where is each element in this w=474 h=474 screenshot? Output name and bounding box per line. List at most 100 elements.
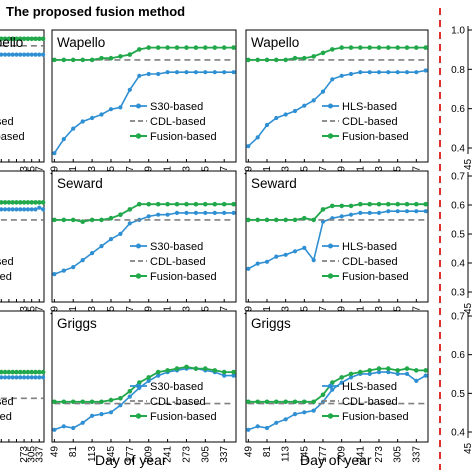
- panel-1-2-series-1-point: [99, 112, 104, 117]
- panel-3-2-series-3-point: [61, 399, 67, 405]
- panel-2-2-series-3-point: [212, 201, 218, 207]
- panel-3-3-legend-label-2: CDL-based: [342, 396, 398, 408]
- panel-3-3-frame: [245, 310, 429, 443]
- panel-2-1-series-1-point: [0, 207, 4, 212]
- panel-2-3-series-1-point: [246, 266, 251, 271]
- panel-3-3-series-1-point: [283, 417, 288, 422]
- panel-2-2-series-1-point: [174, 210, 180, 215]
- panel-1-3-series-1-point: [264, 122, 270, 128]
- panel-1-2-series-3-point: [127, 52, 133, 57]
- panel-3-2-series-3-point: [193, 366, 199, 371]
- panel-3-2-series-3-point: [174, 366, 180, 371]
- panel-3-1-series-1-point: [33, 375, 38, 380]
- panel-1-3-series-3-point: [404, 45, 410, 50]
- panel-1-2-series-1-point: [193, 70, 198, 75]
- panel-2-1-series-3-point: [10, 200, 15, 205]
- figure-title: The proposed fusion method: [6, 4, 186, 19]
- panel-3-3-series-3-point: [414, 368, 419, 373]
- panel-1-1-legend-label-2: CDL-based: [0, 116, 14, 128]
- panel-2-3-series-3-point: [404, 201, 410, 207]
- panel-1-2-series-3-point: [70, 57, 76, 63]
- panel-3-3-series-1-point: [311, 408, 316, 413]
- panel-2-3-series-3-point: [395, 201, 401, 207]
- panel-1-2-legend-marker-3: [135, 133, 142, 139]
- panel-1-2-series-1-point: [90, 115, 95, 121]
- panel-2-3-series-1-point: [414, 209, 419, 214]
- panel-2-2-series-3-point: [70, 217, 76, 223]
- panel-2-3-legend-label-3: Fusion-based: [342, 271, 409, 283]
- panel-2-3-series-1-point: [339, 214, 344, 219]
- panel-3-2-xtick-label: 177: [125, 446, 136, 463]
- panel-2-3-series-3-point: [274, 217, 279, 223]
- panel-1-3-series-1-point: [292, 108, 298, 114]
- panel-3-3-county-label: Griggs: [251, 316, 291, 331]
- panel-3-1-series-3-point: [37, 369, 42, 375]
- panel-3-2-frame: [51, 310, 237, 443]
- panel-1-3-series-1-point: [311, 98, 316, 103]
- panel-1-1-series-1-point: [41, 52, 46, 57]
- panel-1-1-series-3-point: [6, 36, 12, 42]
- right-axis-2-tick-label: 0.7: [451, 172, 465, 183]
- panel-3-3-series-3-point: [348, 371, 354, 377]
- panel-1-3-frame: [245, 29, 429, 163]
- right-axis-3-xtick-fragment: 45: [463, 442, 474, 454]
- panel-3-3-series-3-point: [302, 399, 307, 405]
- panel-1-2-series-1-point: [127, 87, 132, 92]
- panel-1-3-series-3-point: [348, 45, 354, 50]
- panel-2-2-series-1-point: [118, 231, 123, 236]
- panel-1-2-series-3-point: [99, 55, 104, 61]
- panel-3-2-xtick-label: 305: [200, 446, 211, 463]
- panel-2-3-legend-label-1: HLS-based: [342, 241, 397, 253]
- x-axis-label-hls: Day of year: [300, 452, 372, 468]
- panel-2-3-series-1-point: [348, 212, 354, 217]
- panel-1-3-series-3-point: [311, 54, 317, 59]
- panel-3-2-series-1-point: [156, 373, 161, 378]
- panel-2-3-county-label: Seward: [251, 176, 297, 191]
- panel-1-3-series-3-point: [255, 57, 260, 63]
- panel-3-1-series-1-point: [18, 375, 23, 380]
- panel-3-2-legend-marker-3: [135, 413, 142, 419]
- panel-2-1-legend-label-2: CDL-based: [0, 256, 14, 268]
- panel-2-1-series-3-point: [6, 200, 12, 205]
- panel-1-1-series-1-point: [10, 52, 15, 57]
- panel-1-1-series-1-point: [25, 52, 30, 57]
- panel-2-3-series-1-point: [264, 259, 270, 264]
- right-axis-2-tick-label: 0.6: [451, 201, 465, 212]
- panel-2-3-series-1-point: [283, 252, 288, 257]
- panel-3-2-series-3-point: [52, 399, 57, 405]
- panel-2-3-series-3-point: [292, 217, 298, 223]
- panel-3-2-xtick-label: 81: [68, 446, 79, 458]
- panel-1-2-series-1-point: [108, 107, 114, 112]
- panel-1-1-frame: [0, 29, 45, 163]
- panel-1-3-series-3-point: [274, 57, 279, 63]
- panel-1-3-series-1-point: [330, 77, 335, 82]
- panel-3-1-series-3-point: [21, 369, 27, 375]
- panel-2-2-series-3-point: [61, 217, 67, 223]
- panel-2-1-series-3-point: [2, 200, 8, 205]
- panel-2-3-series-1-point: [367, 210, 372, 215]
- panel-2-2-series-1-point: [212, 210, 217, 215]
- panel-2-3-series-3-point: [358, 201, 363, 207]
- panel-1-3-series-3-point: [395, 45, 401, 50]
- panel-3-2-series-1-point: [71, 425, 76, 431]
- right-axis-1-tick-label: 1.0: [451, 26, 465, 37]
- panel-2-3-series-3-point: [386, 201, 391, 207]
- panel-3-2-series-1-point: [146, 378, 151, 383]
- panel-3-2-xtick-label: 49: [49, 446, 60, 458]
- panel-3-3-series-3-point: [423, 368, 429, 373]
- panel-1-3-series-1-point: [358, 70, 363, 75]
- panel-3-3-series-1-point: [348, 375, 354, 380]
- panel-3-3-series-3-point: [404, 366, 410, 371]
- panel-2-1-series-1-point: [10, 207, 15, 212]
- panel-3-2-series-3-point: [155, 369, 161, 375]
- panel-2-3-series-3-point: [367, 201, 373, 207]
- panel-3-3-series-1-point: [330, 387, 335, 392]
- panel-2-3-series-3-point: [255, 217, 260, 223]
- panel-2-3-legend-marker-1: [328, 243, 333, 249]
- panel-3-1-series-1-point: [3, 375, 8, 380]
- right-axis-1-tick-label: 0.6: [451, 104, 465, 115]
- panel-2-1-series-3-point: [37, 200, 42, 205]
- panel-2-3-legend-marker-3: [327, 273, 334, 279]
- panel-2-2-series-3-point: [146, 201, 151, 207]
- panel-1-2-series-3-point: [165, 45, 170, 50]
